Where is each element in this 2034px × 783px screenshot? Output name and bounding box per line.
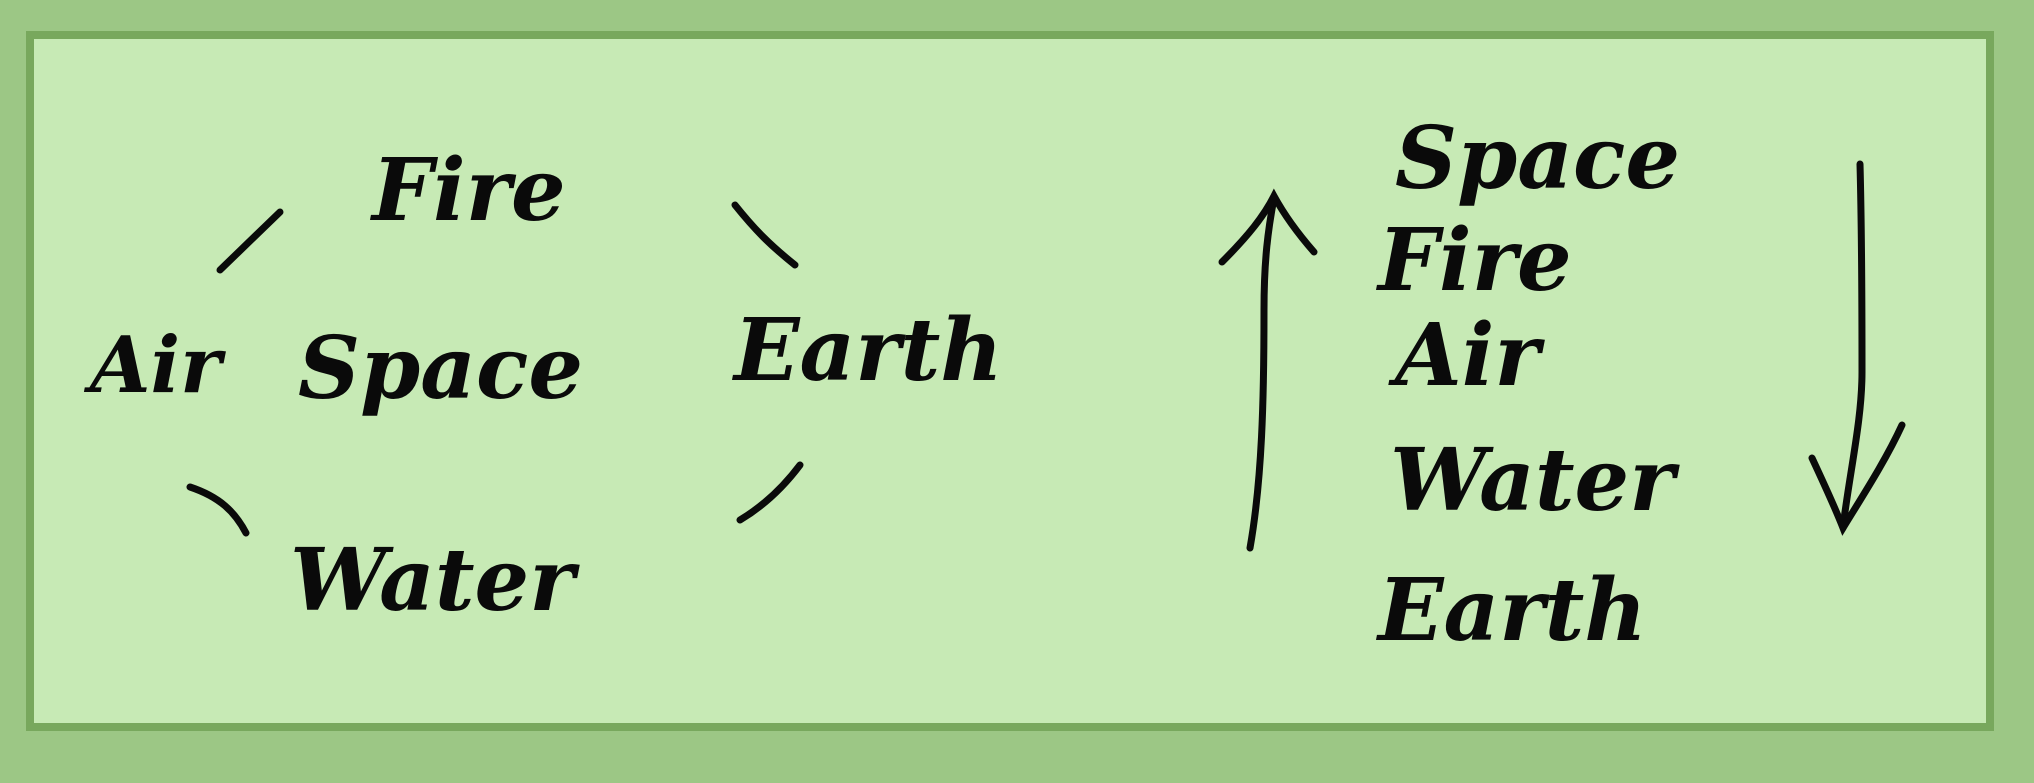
diagram-frame bbox=[26, 31, 1994, 731]
down-arrow bbox=[1808, 160, 1906, 536]
element-circle: Fire Air Space Earth Water bbox=[83, 140, 1003, 631]
up-arrow-head bbox=[1218, 188, 1318, 266]
circle-center-word: Space bbox=[298, 318, 583, 419]
down-arrow-head bbox=[1808, 421, 1906, 536]
connector-top-right bbox=[731, 201, 799, 269]
circle-right-word: Earth bbox=[731, 300, 1003, 401]
up-arrow bbox=[1218, 188, 1318, 552]
sequence-item-5: Earth bbox=[1375, 560, 1647, 661]
element-sequence: Space Fire Air Water Earth bbox=[1375, 108, 1680, 661]
connector-top-left bbox=[216, 208, 284, 274]
connector-bottom-right bbox=[736, 461, 804, 524]
sequence-item-4: Water bbox=[1390, 430, 1680, 531]
circle-left-word: Air bbox=[83, 320, 226, 411]
circle-top-word: Fire bbox=[369, 140, 566, 241]
sequence-item-3: Air bbox=[1388, 305, 1545, 406]
connector-bottom-left bbox=[186, 483, 250, 537]
up-arrow-shaft bbox=[1246, 194, 1278, 552]
down-arrow-shaft bbox=[1839, 160, 1866, 531]
sequence-item-1: Space bbox=[1395, 108, 1680, 209]
circle-bottom-word: Water bbox=[290, 530, 580, 631]
sequence-item-2: Fire bbox=[1375, 210, 1572, 311]
